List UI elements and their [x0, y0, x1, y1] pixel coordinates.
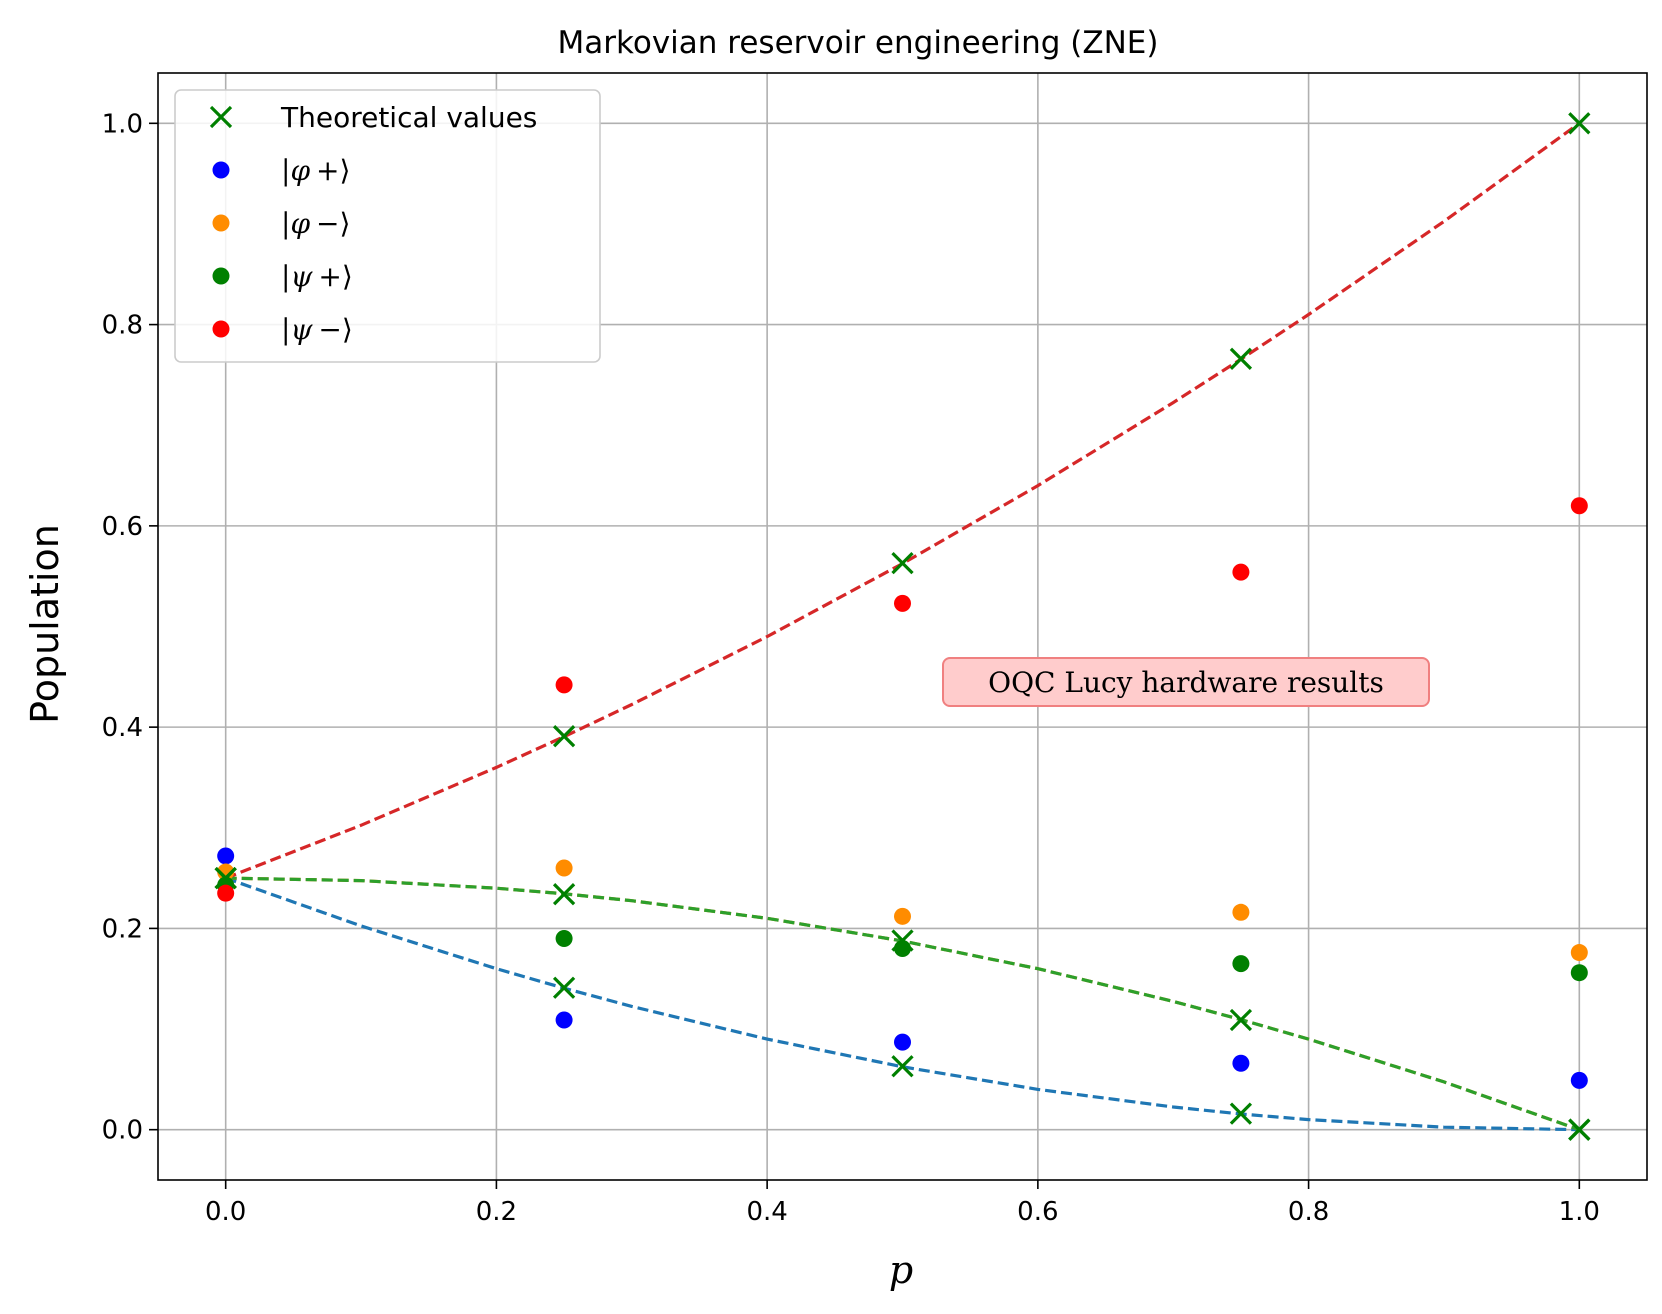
theory-marker: [552, 725, 576, 748]
legend-theory-label: Theoretical values: [280, 101, 537, 134]
legend-psi-minus-label: |ψ −⟩: [281, 313, 353, 346]
annotation-box: [942, 657, 1430, 707]
psi-minus-point: [555, 676, 573, 694]
psi-plus-point: [1570, 964, 1588, 982]
phi-minus-point: [1570, 944, 1588, 962]
y-tick-label: 0.2: [102, 914, 143, 944]
phi-minus-point: [555, 859, 573, 877]
y-tick-label: 0.0: [102, 1116, 143, 1146]
phi-minus-point: [1232, 903, 1250, 921]
theory-marker: [1229, 347, 1253, 370]
annotation-text: OQC Lucy hardware results: [988, 666, 1384, 699]
marker-stroke: [552, 976, 576, 999]
theory-marker: [214, 866, 237, 890]
x-tick-label: 0.2: [476, 1197, 517, 1227]
y-tick-label: 0.8: [102, 311, 143, 341]
marker-stroke: [209, 105, 233, 129]
phi-plus-point: [1570, 1071, 1588, 1089]
axis-ticks: 0.0 0.2 0.4 0.6 0.8 1.0 0.0 0.2 0.4 0.6 0.8 1.0: [102, 109, 1600, 1227]
marker-stroke: [1229, 1008, 1253, 1032]
y-tick-label: 0.4: [102, 713, 143, 743]
annotation: OQC Lucy hardware results: [942, 657, 1430, 707]
marker-stroke: [1568, 112, 1591, 135]
legend-phi-plus-marker: [212, 161, 230, 179]
marker-stroke: [214, 866, 237, 890]
x-tick-label: 0.4: [746, 1197, 787, 1227]
psi-plus-point: [1232, 955, 1250, 973]
chart-title: Markovian reservoir engineering (ZNE): [558, 25, 1159, 61]
psi-minus-point: [217, 884, 235, 902]
x-tick-label: 0.6: [1017, 1197, 1058, 1227]
theory-marker: [552, 976, 576, 999]
psi-plus-point: [555, 929, 573, 947]
marker-stroke: [891, 551, 914, 575]
marker-stroke: [1568, 1118, 1591, 1141]
legend-box: [174, 89, 601, 363]
legend-theory-marker: [209, 105, 233, 129]
theory-curve-psi_minus_theory: [225, 122, 1581, 880]
psi-minus-point: [1570, 497, 1588, 515]
x-axis-label: p: [889, 1248, 913, 1292]
theory-marker: [891, 1055, 914, 1078]
phi-plus-point: [1232, 1054, 1250, 1072]
y-axis-label: Population: [23, 524, 67, 724]
theory-marker: [552, 883, 576, 906]
phi-plus-point: [217, 847, 235, 865]
marker-stroke: [552, 883, 576, 906]
theory-marker: [1229, 1008, 1253, 1032]
legend-psi-minus-marker: [212, 320, 230, 338]
marker-stroke: [1229, 1102, 1253, 1125]
theory-marker: [891, 551, 914, 575]
phi-minus-point: [894, 907, 911, 925]
theory-marker: [891, 929, 914, 952]
y-tick-label: 0.6: [102, 512, 143, 542]
phi-plus-point: [555, 1011, 573, 1029]
theory-curve-phi_plus_theory: [225, 876, 1580, 1132]
y-tick-label: 1.0: [102, 109, 143, 139]
x-tick-label: 0.0: [205, 1197, 246, 1227]
psi-minus-point: [894, 594, 911, 612]
marker-stroke: [1229, 347, 1253, 370]
grid: [158, 73, 1647, 1180]
theory-marker: [1568, 1118, 1591, 1141]
x-tick-label: 1.0: [1559, 1197, 1600, 1227]
x-tick-label: 0.8: [1288, 1197, 1329, 1227]
marker-stroke: [891, 929, 914, 952]
legend: Theoretical values |φ +⟩ |φ −⟩ |ψ +⟩ |ψ −⟩: [174, 89, 601, 363]
legend-phi-minus-label: |φ −⟩: [281, 207, 350, 240]
marker-stroke: [552, 725, 576, 748]
phi-plus-point: [894, 1033, 911, 1051]
theory-marker: [1568, 112, 1591, 135]
plot-frame: [157, 72, 1648, 1181]
phi-minus-point: [217, 863, 235, 881]
marker-stroke: [891, 1055, 914, 1078]
legend-psi-plus-marker: [212, 267, 230, 285]
legend-phi-plus-label: |φ +⟩: [281, 154, 350, 187]
theory-marker: [1229, 1102, 1253, 1125]
legend-psi-plus-label: |ψ +⟩: [281, 260, 353, 293]
legend-phi-minus-marker: [212, 214, 230, 232]
theory-markers: [214, 112, 1591, 1141]
psi-minus-point: [1232, 563, 1250, 581]
